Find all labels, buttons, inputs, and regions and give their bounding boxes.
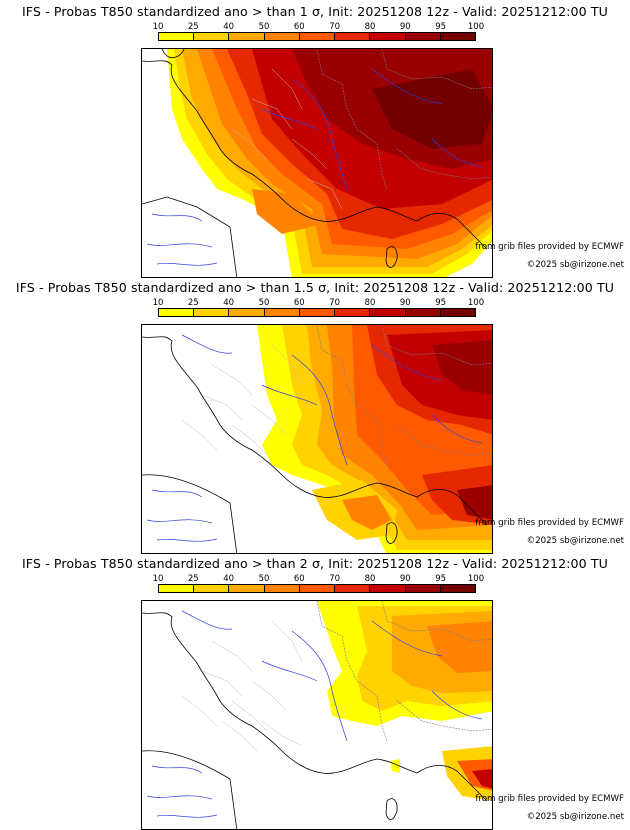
- legend-tick: 80: [364, 574, 376, 584]
- legend-color-segment: [264, 33, 300, 40]
- legend-color-segment: [335, 33, 371, 40]
- legend-colorbar: [158, 32, 476, 41]
- legend-color-segment: [194, 33, 230, 40]
- legend-colorbar: [158, 584, 476, 593]
- legend-tick: 95: [435, 574, 447, 584]
- grib-credit: from grib files provided by ECMWF: [475, 794, 624, 804]
- grib-credit: from grib files provided by ECMWF: [475, 518, 624, 528]
- legend-tick: 10: [152, 574, 164, 584]
- map-graphic: [142, 49, 492, 277]
- legend-color-segment: [370, 309, 406, 316]
- legend-color-segment: [194, 585, 230, 592]
- legend-color-segment: [405, 33, 441, 40]
- legend-tick: 25: [187, 298, 199, 308]
- legend-color-segment: [159, 585, 195, 592]
- legend-tick: 80: [364, 298, 376, 308]
- map-panel-1-5sigma: IFS - Probas T850 standardized ano > tha…: [0, 276, 630, 554]
- legend-tick: 40: [223, 298, 235, 308]
- legend-tick: 90: [399, 298, 411, 308]
- panel-title: IFS - Probas T850 standardized ano > tha…: [21, 556, 608, 571]
- legend-color-segment: [440, 585, 475, 592]
- legend-tick: 60: [293, 22, 305, 32]
- legend-tick: 10: [152, 22, 164, 32]
- map-graphic: [142, 325, 492, 553]
- map-panel-1sigma: IFS - Probas T850 standardized ano > tha…: [0, 0, 630, 278]
- legend-tick: 70: [329, 574, 341, 584]
- probability-legend: 10 25 40 50 60 70 80 90 95 100: [153, 574, 484, 594]
- legend-tick: 25: [187, 22, 199, 32]
- site-credit: ©2025 sb@irizone.net: [526, 260, 624, 270]
- map-graphic: [142, 601, 492, 829]
- legend-tick: 60: [293, 574, 305, 584]
- grib-credit: from grib files provided by ECMWF: [475, 242, 624, 252]
- legend-color-segment: [370, 33, 406, 40]
- site-credit: ©2025 sb@irizone.net: [526, 536, 624, 546]
- legend-tick: 90: [399, 22, 411, 32]
- legend-color-segment: [440, 309, 475, 316]
- legend-tick: 40: [223, 22, 235, 32]
- legend-color-segment: [335, 585, 371, 592]
- legend-tick: 60: [293, 298, 305, 308]
- legend-color-segment: [229, 33, 265, 40]
- legend-colorbar: [158, 308, 476, 317]
- legend-color-segment: [299, 309, 336, 316]
- legend-tick: 10: [152, 298, 164, 308]
- legend-color-segment: [370, 585, 406, 592]
- legend-tick: 25: [187, 574, 199, 584]
- legend-color-segment: [299, 33, 336, 40]
- legend-tick: 80: [364, 22, 376, 32]
- legend-tick: 90: [399, 574, 411, 584]
- legend-color-segment: [440, 33, 475, 40]
- legend-color-segment: [229, 585, 265, 592]
- legend-tick: 40: [223, 574, 235, 584]
- legend-tick: 100: [467, 574, 485, 584]
- legend-color-segment: [159, 309, 195, 316]
- legend-tick: 70: [329, 298, 341, 308]
- legend-tick: 100: [467, 22, 485, 32]
- legend-color-segment: [229, 309, 265, 316]
- legend-color-segment: [159, 33, 195, 40]
- probability-legend: 10 25 40 50 60 70 80 90 95 100: [153, 22, 484, 42]
- map-panel-2sigma: IFS - Probas T850 standardized ano > tha…: [0, 552, 630, 830]
- legend-color-segment: [299, 585, 336, 592]
- legend-color-segment: [335, 309, 371, 316]
- probability-map: [141, 324, 493, 554]
- site-credit: ©2025 sb@irizone.net: [526, 812, 624, 822]
- legend-tick: 95: [435, 22, 447, 32]
- legend-color-segment: [264, 309, 300, 316]
- probability-legend: 10 25 40 50 60 70 80 90 95 100: [153, 298, 484, 318]
- legend-tick: 70: [329, 22, 341, 32]
- legend-color-segment: [405, 585, 441, 592]
- legend-tick: 50: [258, 574, 270, 584]
- legend-color-segment: [405, 309, 441, 316]
- panel-title: IFS - Probas T850 standardized ano > tha…: [15, 280, 615, 295]
- probability-map: [141, 48, 493, 278]
- legend-tick: 50: [258, 298, 270, 308]
- legend-tick: 50: [258, 22, 270, 32]
- probability-map: [141, 600, 493, 830]
- legend-color-segment: [194, 309, 230, 316]
- legend-tick: 100: [467, 298, 485, 308]
- legend-color-segment: [264, 585, 300, 592]
- panel-title: IFS - Probas T850 standardized ano > tha…: [21, 4, 608, 19]
- legend-tick: 95: [435, 298, 447, 308]
